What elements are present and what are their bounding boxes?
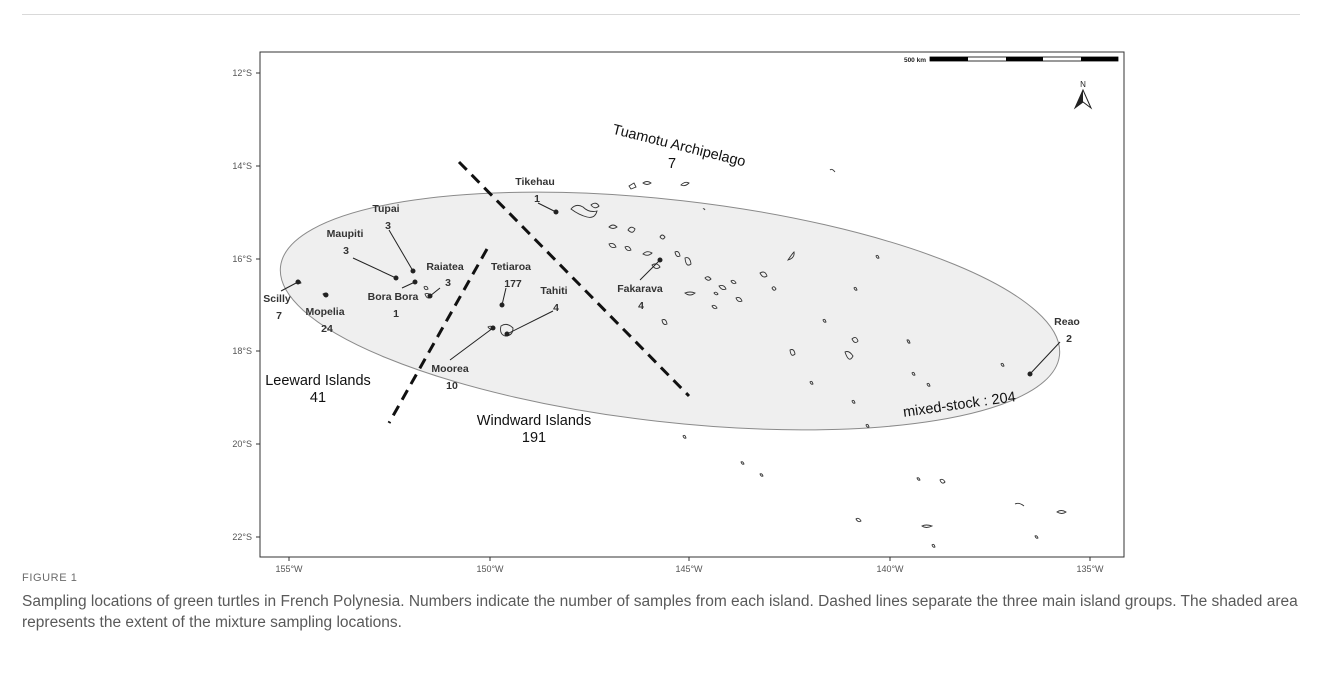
island-count-bora-bora: 1 (393, 308, 399, 320)
map-figure: 12°S 14°S 16°S 18°S 20°S 22°S 155°W 150°… (232, 51, 1125, 574)
island-count-raiatea: 3 (445, 277, 451, 289)
island-label-tahiti: Tahiti (540, 285, 567, 297)
island-count-mopelia: 24 (321, 323, 333, 335)
sampling-sites (280, 202, 1061, 377)
x-axis (288, 557, 1091, 561)
island-label-reao: Reao (1054, 316, 1080, 328)
top-rule (22, 14, 1300, 15)
y-axis (256, 72, 260, 538)
lat-tick-label: 22°S (232, 532, 252, 542)
island-count-reao: 2 (1066, 333, 1072, 345)
lon-tick-label: 140°W (876, 564, 904, 574)
figure-label: FIGURE 1 (22, 572, 78, 584)
island-label-fakarava: Fakarava (617, 283, 663, 295)
island-count-tupai: 3 (385, 220, 391, 232)
lon-tick-label: 145°W (675, 564, 703, 574)
lat-tick-label: 16°S (232, 254, 252, 264)
island-label-bora-bora: Bora Bora (368, 291, 419, 303)
island-label-moorea: Moorea (431, 363, 469, 375)
island-count-tetiaroa: 177 (504, 278, 522, 290)
island-count-moorea: 10 (446, 380, 458, 392)
island-count-tahiti: 4 (553, 302, 559, 314)
scale-bar: 500 km (904, 56, 1119, 64)
island-count-tikehau: 1 (534, 193, 540, 205)
group-count-windward: 191 (522, 430, 546, 446)
divider-windward-tuamotu (457, 160, 691, 398)
scale-bar-label: 500 km (904, 57, 926, 64)
lon-tick-label: 150°W (476, 564, 504, 574)
group-label-leeward: Leeward Islands (265, 373, 371, 389)
divider-leeward-windward (387, 248, 489, 424)
lat-tick-label: 14°S (232, 161, 252, 171)
lat-tick-label: 20°S (232, 439, 252, 449)
north-arrow: N (1073, 80, 1093, 110)
lat-tick-label: 18°S (232, 346, 252, 356)
island-label-mopelia: Mopelia (305, 306, 344, 318)
island-label-raiatea: Raiatea (426, 261, 464, 273)
island-label-tupai: Tupai (372, 203, 399, 215)
coastlines (297, 168, 1067, 548)
island-label-tetiaroa: Tetiaroa (491, 261, 531, 273)
lon-tick-label: 155°W (275, 564, 303, 574)
mixed-stock-area (279, 191, 1061, 431)
group-label-windward: Windward Islands (477, 413, 591, 429)
island-label-tikehau: Tikehau (515, 176, 555, 188)
lon-tick-label: 135°W (1076, 564, 1104, 574)
island-count-fakarava: 4 (638, 300, 644, 312)
island-count-maupiti: 3 (343, 245, 349, 257)
figure-caption: Sampling locations of green turtles in F… (22, 593, 1298, 631)
group-count-tuamotu: 7 (668, 156, 676, 172)
island-count-scilly: 7 (276, 310, 282, 322)
lat-tick-label: 12°S (232, 68, 252, 78)
group-count-leeward: 41 (310, 390, 326, 406)
island-label-scilly: Scilly (263, 293, 291, 305)
north-arrow-label: N (1080, 80, 1086, 89)
island-label-maupiti: Maupiti (327, 228, 364, 240)
